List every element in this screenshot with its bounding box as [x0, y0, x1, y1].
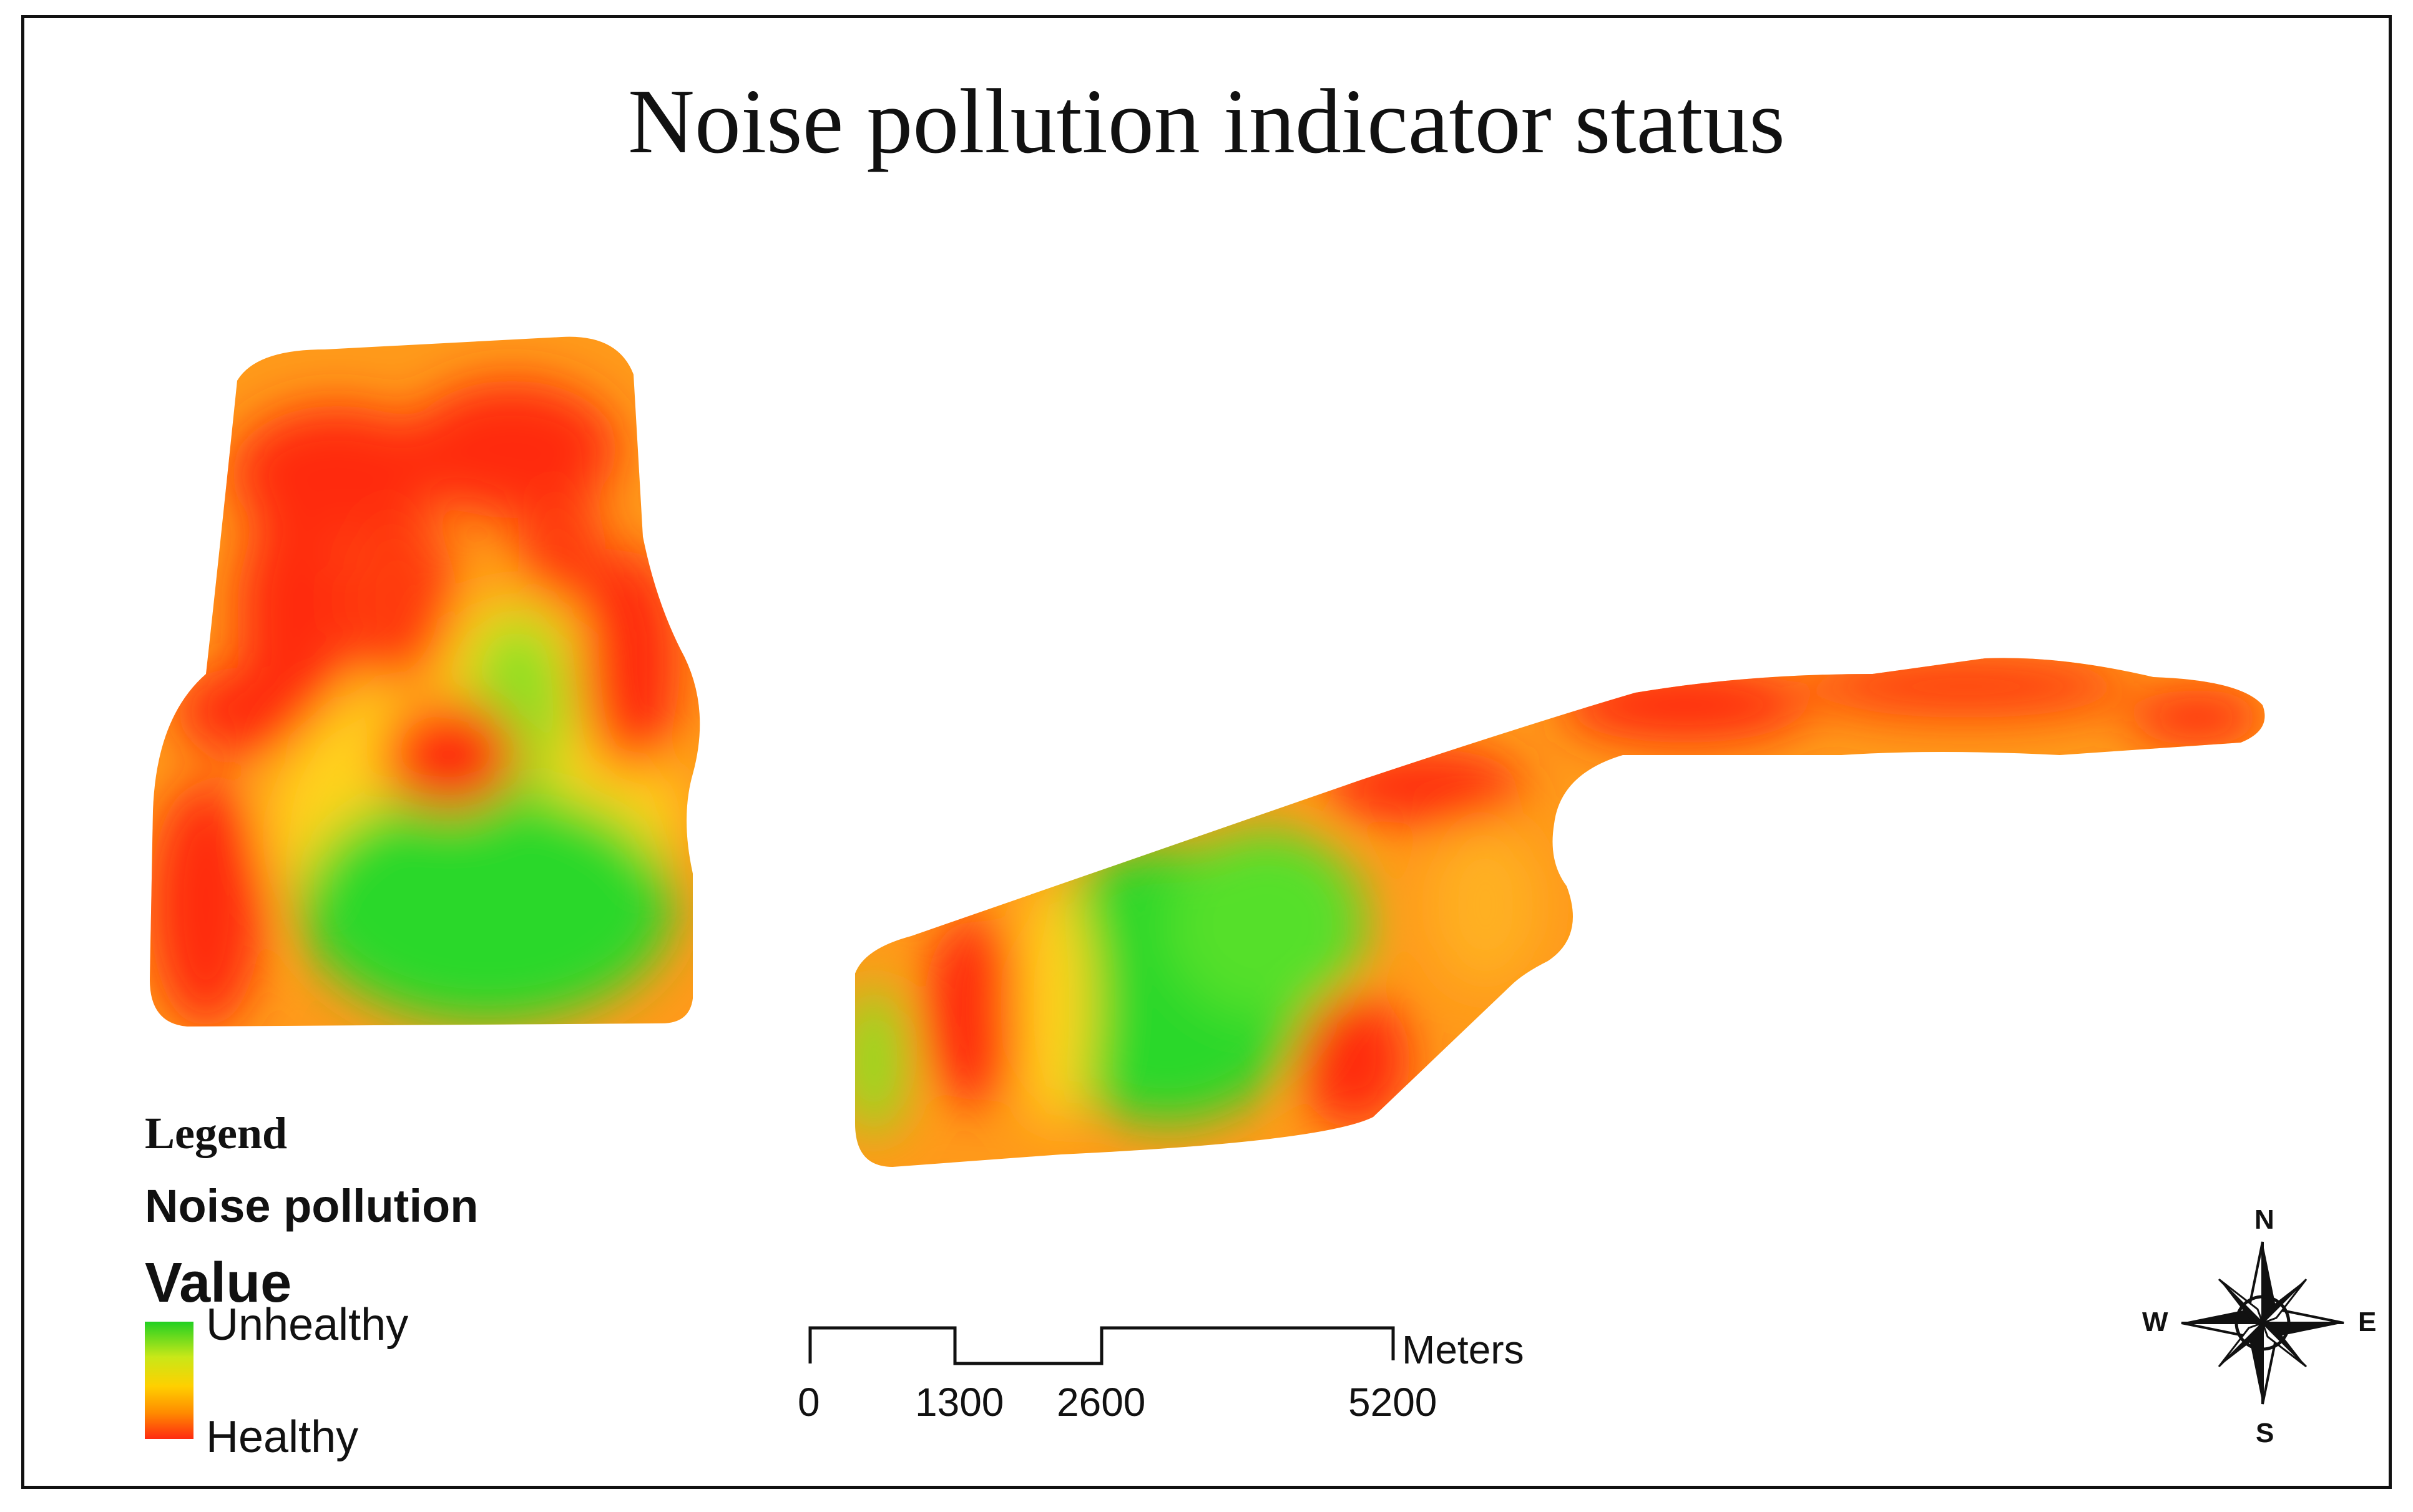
- compass-west-label: W: [2142, 1307, 2168, 1337]
- compass-rose-icon: [2181, 1241, 2344, 1405]
- legend-color-ramp: [145, 1322, 193, 1439]
- east-study-region: [855, 658, 2265, 1167]
- west-study-region: [150, 336, 700, 1027]
- legend-field-name: Value: [145, 1252, 292, 1314]
- legend-layer-name: Noise pollution: [145, 1180, 479, 1232]
- legend-high-label: Unhealthy: [206, 1300, 409, 1350]
- scale-bar: [808, 1326, 1395, 1365]
- scale-tick-0: 0: [798, 1380, 820, 1425]
- map-title: Noise pollution indicator status: [628, 71, 1785, 173]
- legend-low-label: Healthy: [206, 1412, 359, 1462]
- scale-tick-2600: 2600: [1057, 1380, 1146, 1425]
- scale-unit: Meters: [1402, 1327, 1524, 1372]
- scale-tick-5200: 5200: [1348, 1380, 1437, 1425]
- scale-tick-1300: 1300: [915, 1380, 1004, 1425]
- compass-east-label: E: [2358, 1307, 2377, 1337]
- compass-south-label: S: [2256, 1418, 2274, 1448]
- compass-north-label: N: [2254, 1204, 2274, 1235]
- legend-heading: Legend: [145, 1108, 288, 1158]
